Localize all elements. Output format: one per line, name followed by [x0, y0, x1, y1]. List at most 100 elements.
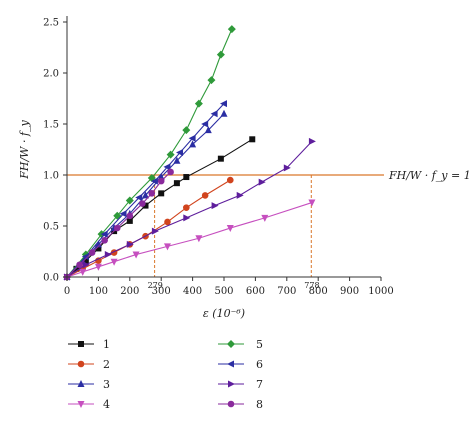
- data-point: [79, 268, 87, 276]
- data-point: [158, 190, 165, 197]
- series-line: [66, 202, 313, 278]
- data-point: [119, 210, 127, 218]
- data-point: [211, 202, 219, 210]
- data-point: [226, 176, 234, 184]
- data-point: [236, 191, 244, 199]
- data-point: [228, 380, 235, 388]
- legend-item-6: 6: [218, 358, 263, 371]
- data-point: [201, 192, 209, 199]
- data-point: [220, 109, 228, 117]
- legend-label: 7: [256, 378, 263, 391]
- data-point: [142, 191, 149, 199]
- series-6: [63, 100, 227, 281]
- x-tick-label: 900: [340, 286, 359, 297]
- legend-label: 8: [256, 398, 263, 411]
- data-point: [126, 217, 133, 224]
- annotation-label: 279: [148, 281, 163, 290]
- data-point: [204, 126, 212, 134]
- series-4: [63, 199, 316, 281]
- data-point: [308, 199, 316, 207]
- series-line: [66, 28, 233, 278]
- x-axis-title: ε (10⁻⁶): [203, 307, 245, 320]
- series-line: [66, 140, 313, 278]
- data-point: [217, 155, 224, 162]
- x-tick-label: 1000: [368, 286, 393, 297]
- series-8: [63, 168, 174, 281]
- data-point: [157, 177, 165, 185]
- legend-label: 4: [103, 398, 110, 411]
- legend-label: 6: [256, 358, 263, 371]
- data-point: [94, 240, 102, 248]
- data-point: [101, 236, 108, 244]
- data-point: [201, 120, 209, 128]
- data-point: [183, 214, 191, 222]
- data-point: [157, 173, 165, 181]
- legend-label: 5: [256, 338, 263, 351]
- data-point: [207, 76, 216, 85]
- data-point: [132, 251, 140, 259]
- data-point: [226, 225, 234, 233]
- data-point: [176, 149, 184, 157]
- data-point: [95, 245, 102, 252]
- data-point: [189, 140, 197, 148]
- data-point: [227, 400, 235, 408]
- data-point: [188, 134, 196, 142]
- data-point: [142, 202, 149, 209]
- data-point: [82, 257, 89, 264]
- y-tick-label: 1.0: [43, 171, 59, 182]
- data-point: [216, 50, 225, 59]
- data-point: [163, 243, 171, 251]
- data-point: [227, 360, 234, 368]
- y-tick-label: 1.5: [43, 120, 59, 131]
- x-tick-label: 800: [309, 286, 328, 297]
- data-point: [173, 180, 180, 187]
- x-tick-label: 400: [183, 286, 202, 297]
- data-point: [104, 251, 112, 259]
- data-point: [78, 341, 84, 347]
- data-point: [76, 261, 83, 269]
- data-point: [139, 200, 146, 207]
- reference-line-label: FH/W · f_y = 1: [388, 169, 471, 182]
- plot-area: [63, 25, 384, 281]
- x-tick-label: 500: [214, 286, 233, 297]
- y-tick-label: 2.0: [43, 69, 59, 80]
- data-point: [164, 218, 171, 226]
- legend-item-7: 7: [218, 378, 263, 391]
- data-point: [151, 227, 159, 235]
- data-point: [110, 258, 118, 266]
- data-point: [77, 360, 85, 368]
- data-point: [126, 212, 134, 220]
- data-point: [94, 263, 102, 271]
- legend-item-2: 2: [68, 358, 110, 371]
- series-5: [63, 25, 236, 281]
- data-point: [227, 25, 236, 34]
- data-point: [173, 156, 181, 164]
- data-point: [220, 100, 227, 108]
- data-point: [82, 261, 90, 269]
- data-point: [163, 163, 171, 171]
- data-point: [88, 249, 96, 256]
- data-point: [249, 136, 256, 143]
- series-line: [66, 171, 172, 278]
- legend-item-3: 3: [68, 378, 110, 391]
- x-tick-label: 300: [152, 286, 171, 297]
- legend-item-5: 5: [218, 338, 263, 351]
- legend-item-4: 4: [68, 398, 110, 411]
- legend-label: 3: [103, 378, 110, 391]
- data-point: [126, 240, 134, 248]
- data-point: [95, 257, 102, 264]
- data-point: [227, 340, 235, 348]
- data-point: [194, 99, 203, 108]
- legend-item-8: 8: [218, 398, 263, 411]
- data-point: [261, 214, 269, 222]
- data-point: [183, 174, 190, 181]
- data-point: [125, 196, 134, 205]
- legend: 1 2 3 4 5 6 7 8: [68, 338, 263, 411]
- y-axis-title: FH/W · f_y: [18, 119, 31, 179]
- data-point: [148, 190, 156, 197]
- data-point: [283, 164, 291, 172]
- series-line: [66, 138, 253, 278]
- data-point: [100, 230, 108, 238]
- y-tick-label: 0.5: [43, 222, 59, 233]
